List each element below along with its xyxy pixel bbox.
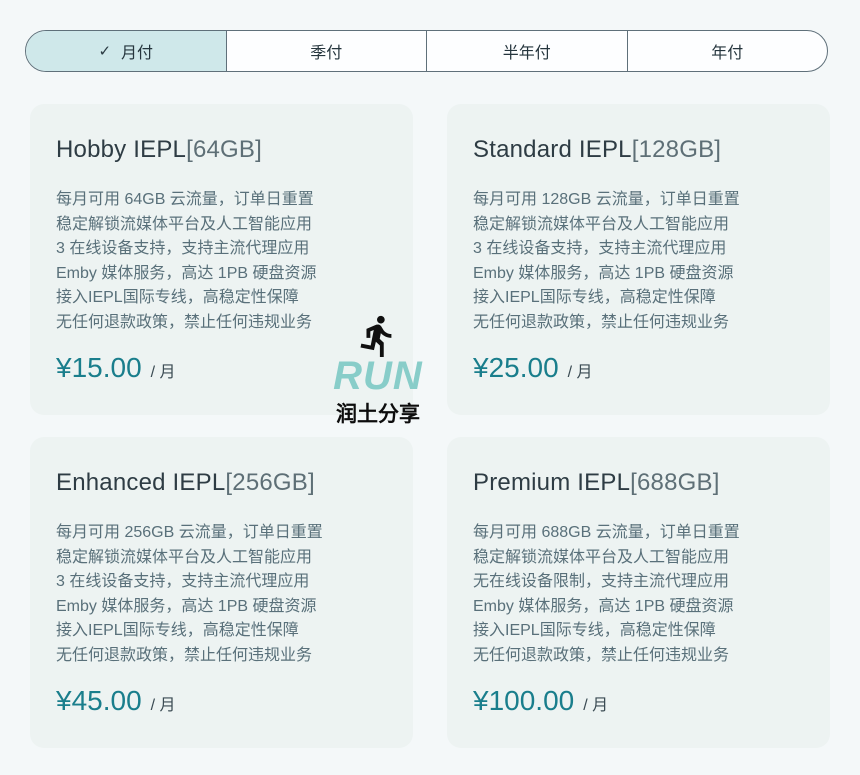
plan-price: ¥45.00 bbox=[56, 685, 142, 716]
plan-quota: [256GB] bbox=[225, 469, 315, 496]
feature-line: 稳定解锁流媒体平台及人工智能应用 bbox=[56, 548, 313, 566]
feature-line: 每月可用 128GB 云流量，订单日重置 bbox=[473, 191, 740, 208]
plan-card-enhanced[interactable]: Enhanced IEPL[256GB] 每月可用 256GB 云流量，订单日重… bbox=[30, 437, 413, 748]
plan-features: 每月可用 128GB 云流量，订单日重置 稳定解锁流媒体平台及人工智能应用 3 … bbox=[473, 188, 804, 335]
feature-line: 无任何退款政策，禁止任何违规业务 bbox=[473, 646, 730, 664]
feature-line: 无任何退款政策，禁止任何违规业务 bbox=[56, 313, 313, 331]
billing-period-tabbar: ✓ 月付 季付 半年付 年付 bbox=[25, 30, 828, 72]
plan-name: Enhanced IEPL bbox=[56, 469, 226, 496]
plan-price: ¥25.00 bbox=[473, 352, 559, 383]
feature-line: 3 在线设备支持，支持主流代理应用 bbox=[56, 240, 310, 257]
plan-name: Hobby IEPL bbox=[56, 136, 187, 163]
feature-line: 接入IEPL国际专线，高稳定性保障 bbox=[473, 622, 716, 639]
plan-quota: [64GB] bbox=[186, 136, 262, 163]
feature-line: 接入IEPL国际专线，高稳定性保障 bbox=[56, 289, 299, 306]
plan-price-period: / 月 bbox=[567, 364, 593, 381]
plan-quota: [688GB] bbox=[630, 469, 720, 496]
tab-monthly-label: 月付 bbox=[121, 45, 154, 62]
plan-title: Premium IEPL[688GB] bbox=[473, 469, 804, 497]
feature-line: 接入IEPL国际专线，高稳定性保障 bbox=[473, 289, 716, 306]
plan-name: Premium IEPL bbox=[473, 469, 631, 496]
feature-line: Emby 媒体服务，高达 1PB 硬盘资源 bbox=[56, 264, 317, 282]
plan-price-row: ¥45.00 / 月 bbox=[56, 685, 387, 717]
plan-name: Standard IEPL bbox=[473, 136, 632, 163]
plan-price-period: / 月 bbox=[150, 697, 176, 714]
plan-title: Hobby IEPL[64GB] bbox=[56, 136, 387, 164]
feature-line: 每月可用 688GB 云流量，订单日重置 bbox=[473, 524, 740, 541]
plan-title: Standard IEPL[128GB] bbox=[473, 136, 804, 164]
feature-line: Emby 媒体服务，高达 1PB 硬盘资源 bbox=[473, 264, 734, 282]
tab-semiannual-label: 半年付 bbox=[502, 45, 551, 62]
feature-line: 无任何退款政策，禁止任何违规业务 bbox=[473, 313, 730, 331]
feature-line: 稳定解锁流媒体平台及人工智能应用 bbox=[473, 215, 730, 233]
feature-line: Emby 媒体服务，高达 1PB 硬盘资源 bbox=[473, 597, 734, 615]
feature-line: 接入IEPL国际专线，高稳定性保障 bbox=[56, 622, 299, 639]
plan-features: 每月可用 256GB 云流量，订单日重置 稳定解锁流媒体平台及人工智能应用 3 … bbox=[56, 521, 387, 668]
plan-price: ¥100.00 bbox=[473, 685, 575, 716]
plan-quota: [128GB] bbox=[631, 136, 722, 163]
feature-line: 3 在线设备支持，支持主流代理应用 bbox=[473, 240, 727, 257]
feature-line: 稳定解锁流媒体平台及人工智能应用 bbox=[56, 215, 313, 233]
plan-features: 每月可用 64GB 云流量，订单日重置 稳定解锁流媒体平台及人工智能应用 3 在… bbox=[56, 188, 387, 335]
plan-features: 每月可用 688GB 云流量，订单日重置 稳定解锁流媒体平台及人工智能应用 无在… bbox=[473, 521, 804, 668]
tab-monthly[interactable]: ✓ 月付 bbox=[26, 31, 226, 71]
feature-line: Emby 媒体服务，高达 1PB 硬盘资源 bbox=[56, 597, 317, 615]
tab-annual[interactable]: 年付 bbox=[626, 31, 828, 71]
feature-line: 3 在线设备支持，支持主流代理应用 bbox=[56, 573, 310, 590]
plan-price-row: ¥25.00 / 月 bbox=[473, 352, 804, 384]
feature-line: 无在线设备限制，支持主流代理应用 bbox=[473, 573, 730, 590]
plan-price: ¥15.00 bbox=[56, 352, 142, 383]
plan-price-period: / 月 bbox=[150, 364, 176, 381]
plan-card-hobby[interactable]: Hobby IEPL[64GB] 每月可用 64GB 云流量，订单日重置 稳定解… bbox=[30, 104, 413, 415]
tab-quarterly-label: 季付 bbox=[310, 45, 343, 62]
tab-quarterly[interactable]: 季付 bbox=[225, 31, 427, 71]
feature-line: 每月可用 64GB 云流量，订单日重置 bbox=[56, 191, 314, 208]
plan-card-premium[interactable]: Premium IEPL[688GB] 每月可用 688GB 云流量，订单日重置… bbox=[447, 437, 830, 748]
plan-card-standard[interactable]: Standard IEPL[128GB] 每月可用 128GB 云流量，订单日重… bbox=[447, 104, 830, 415]
feature-line: 无任何退款政策，禁止任何违规业务 bbox=[56, 646, 313, 664]
plan-title: Enhanced IEPL[256GB] bbox=[56, 469, 387, 497]
check-icon: ✓ bbox=[98, 43, 112, 60]
tab-annual-label: 年付 bbox=[711, 45, 744, 62]
plan-cards-grid: Hobby IEPL[64GB] 每月可用 64GB 云流量，订单日重置 稳定解… bbox=[30, 104, 830, 748]
plan-price-period: / 月 bbox=[583, 697, 609, 714]
plan-price-row: ¥15.00 / 月 bbox=[56, 352, 387, 384]
plan-price-row: ¥100.00 / 月 bbox=[473, 685, 804, 717]
feature-line: 稳定解锁流媒体平台及人工智能应用 bbox=[473, 548, 730, 566]
tab-semiannual[interactable]: 半年付 bbox=[426, 31, 627, 71]
feature-line: 每月可用 256GB 云流量，订单日重置 bbox=[56, 524, 323, 541]
